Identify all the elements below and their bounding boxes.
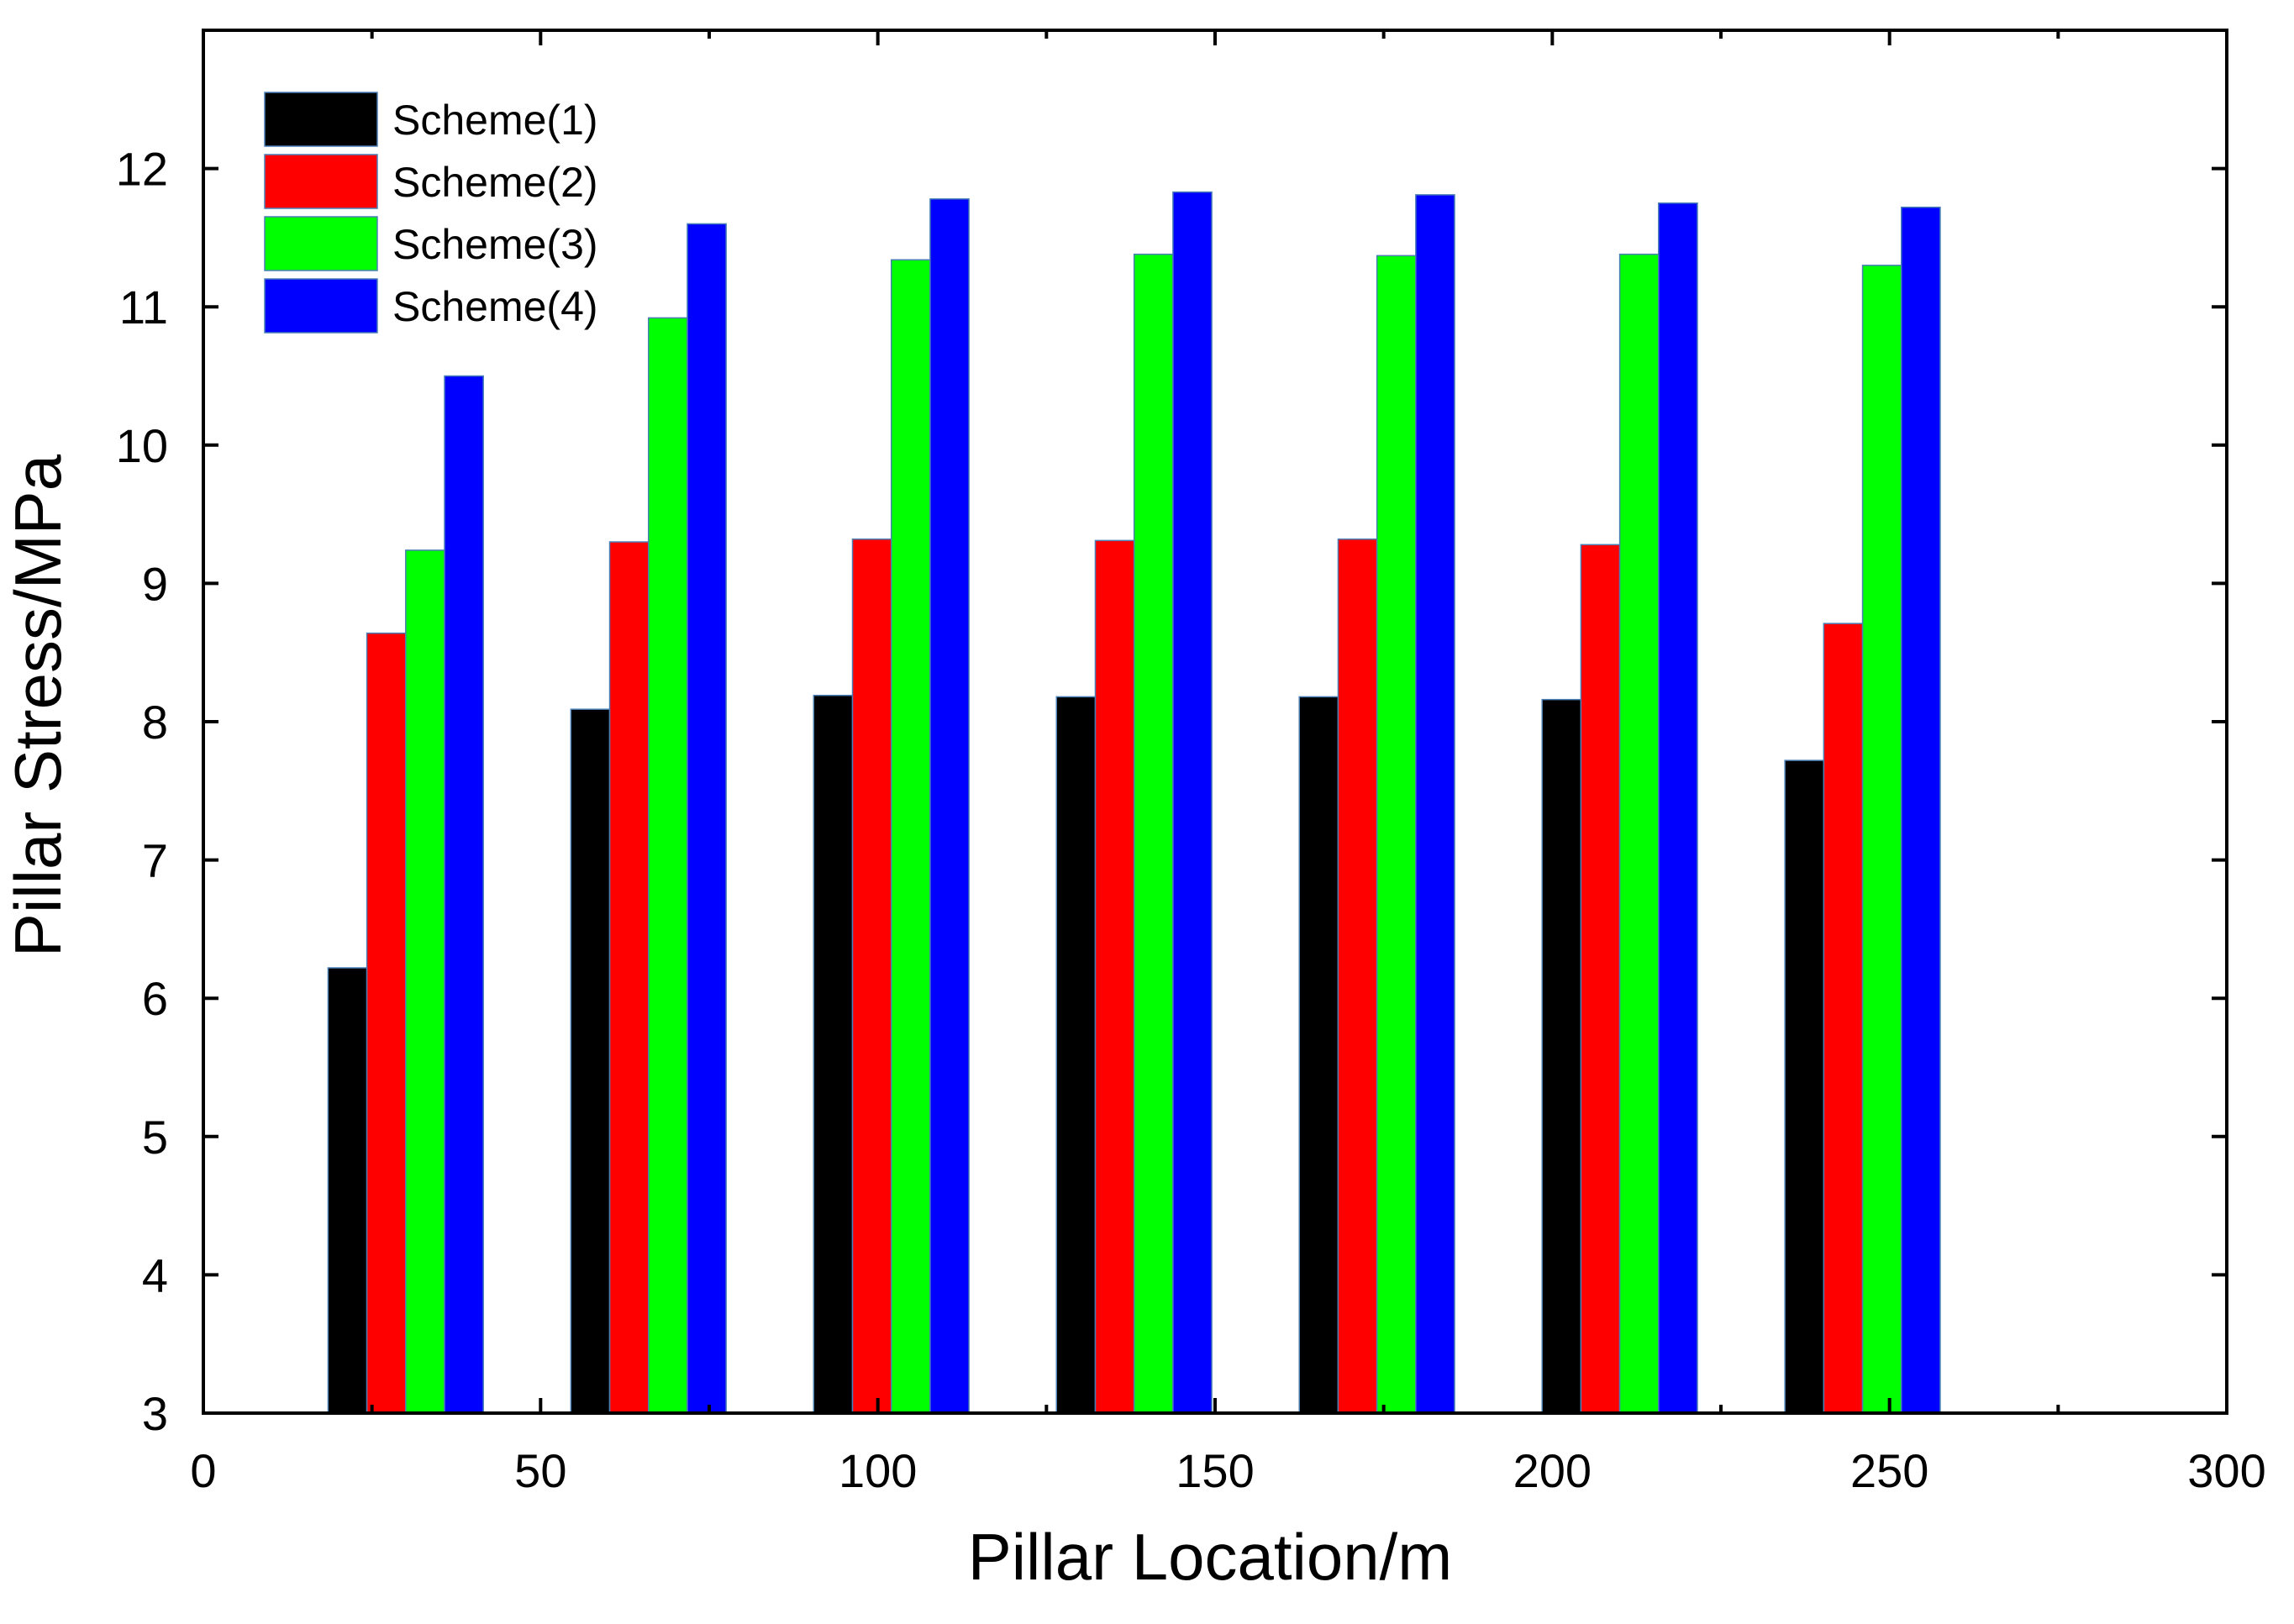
y-tick-label: 11 — [119, 281, 168, 334]
bar-scheme2-4 — [1094, 539, 1135, 1414]
x-tick-label: 200 — [1513, 1444, 1592, 1497]
bar-scheme4-6 — [1658, 202, 1698, 1414]
bar-scheme3-7 — [1861, 265, 1902, 1414]
y-tick-label: 9 — [142, 557, 168, 610]
bar-scheme4-2 — [687, 223, 727, 1414]
bar-scheme4-7 — [1901, 206, 1941, 1414]
bar-scheme2-6 — [1580, 544, 1621, 1414]
x-tick-label: 150 — [1176, 1444, 1254, 1497]
legend-swatch — [264, 92, 378, 147]
bar-scheme2-2 — [608, 541, 650, 1414]
bar-scheme2-7 — [1823, 623, 1864, 1414]
legend-swatch — [264, 278, 378, 334]
bar-scheme1-6 — [1541, 698, 1582, 1414]
bar-scheme4-3 — [929, 198, 970, 1414]
y-tick-label: 6 — [142, 972, 168, 1025]
legend-swatch — [264, 154, 378, 209]
bar-scheme4-5 — [1415, 194, 1455, 1414]
legend-label: Scheme(3) — [392, 221, 598, 268]
y-tick-label: 12 — [116, 143, 168, 196]
ticks-group: 3 4 5 6 7 8 9 10 11 12 0 50 100 150 200 250 300 — [116, 30, 2266, 1497]
bar-scheme1-1 — [327, 967, 368, 1414]
y-tick-label: 7 — [142, 834, 168, 887]
legend-label: Scheme(1) — [392, 97, 598, 144]
bar-scheme3-5 — [1376, 255, 1417, 1414]
legend-label: Scheme(2) — [392, 159, 598, 206]
x-tick-label: 250 — [1850, 1444, 1928, 1497]
legend-swatch — [264, 216, 378, 271]
bar-scheme1-3 — [813, 694, 854, 1414]
y-tick-label: 3 — [142, 1387, 168, 1440]
bar-scheme2-3 — [851, 538, 892, 1414]
y-tick-label: 8 — [142, 696, 168, 749]
y-tick-label: 10 — [116, 419, 168, 472]
legend: Scheme(1) Scheme(2) Scheme(3) Scheme(4) — [264, 92, 598, 334]
y-tick-label: 5 — [142, 1111, 168, 1164]
bars-group — [327, 191, 1941, 1414]
bar-scheme3-6 — [1618, 253, 1660, 1414]
x-tick-label: 300 — [2187, 1444, 2265, 1497]
bar-scheme4-4 — [1172, 191, 1213, 1414]
y-tick-label: 4 — [142, 1248, 168, 1301]
bar-scheme3-4 — [1133, 253, 1174, 1414]
y-axis-label: Pillar Stress/MPa — [1, 454, 75, 957]
legend-label: Scheme(4) — [392, 283, 598, 330]
bar-scheme3-2 — [648, 317, 688, 1414]
bar-scheme3-3 — [890, 259, 931, 1414]
bar-scheme1-4 — [1055, 696, 1097, 1414]
bar-scheme3-1 — [405, 549, 445, 1414]
x-tick-label: 0 — [190, 1444, 216, 1497]
x-tick-label: 50 — [514, 1444, 566, 1497]
bar-scheme2-1 — [366, 632, 407, 1414]
x-tick-label: 100 — [839, 1444, 917, 1497]
x-axis-label: Pillar Location/m — [968, 1520, 1453, 1594]
bar-scheme2-5 — [1337, 538, 1378, 1414]
bar-scheme1-2 — [570, 708, 611, 1414]
bar-scheme1-5 — [1298, 696, 1339, 1414]
bar-scheme4-1 — [444, 375, 484, 1414]
bar-scheme1-7 — [1784, 759, 1825, 1414]
